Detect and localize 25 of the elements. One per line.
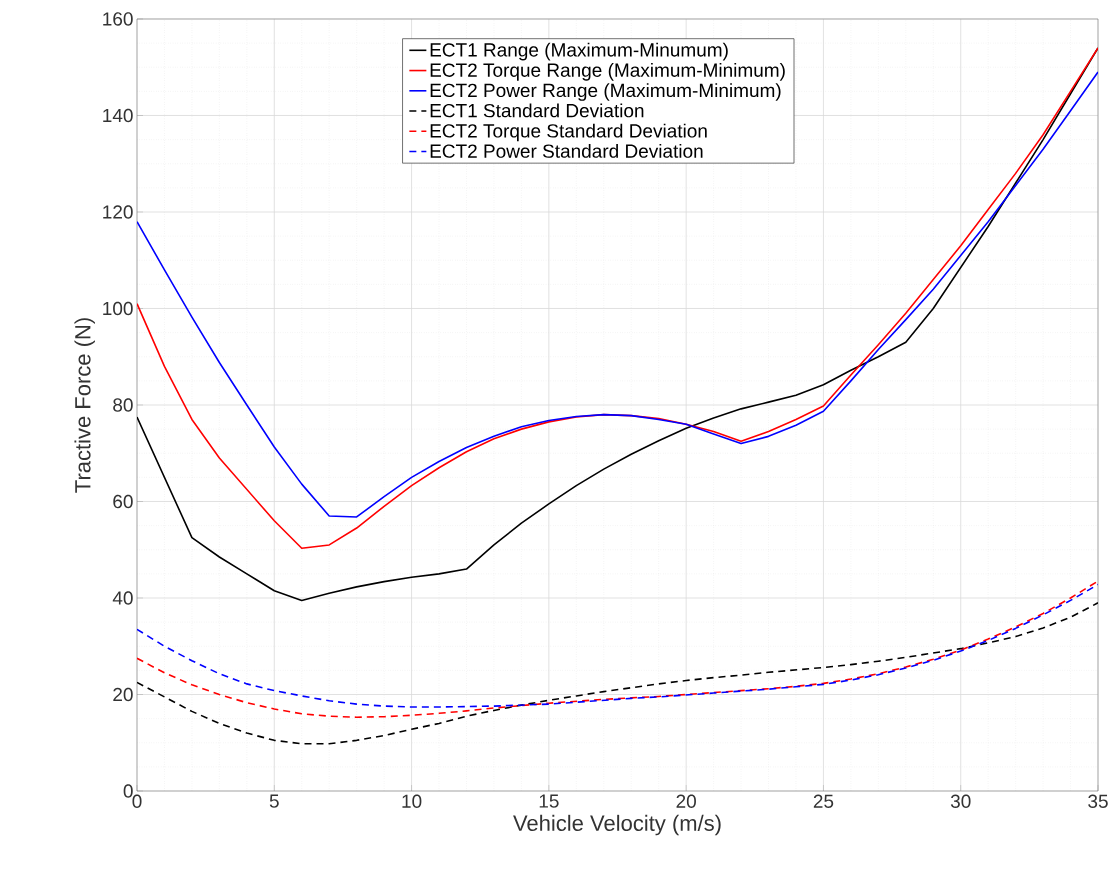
x-tick-label: 20 (676, 794, 696, 808)
y-tick-label: 40 (112, 591, 133, 605)
y-tick-label: 60 (113, 494, 133, 509)
x-tick-label: 0 (132, 794, 142, 808)
legend-label: ECT2 Power Range (Maximum-Minimum) (430, 83, 781, 101)
legend-label: ECT2 Power Standard Deviation (430, 143, 703, 158)
x-tick-label: 15 (539, 794, 559, 808)
x-tick-label: 10 (402, 794, 422, 808)
x-tick-label: 5 (269, 794, 279, 808)
legend-label: ECT2 Torque Standard Deviation (430, 123, 707, 142)
y-tick-label: 80 (113, 398, 133, 412)
x-tick-label: 25 (813, 794, 834, 808)
x-axis-title: Vehicle Velocity (m/s) (513, 814, 721, 836)
x-tick-label: 35 (1088, 794, 1108, 808)
legend-label: ECT1 Range (Maximum-Minumum) (430, 42, 728, 61)
legend-label: ECT1 Standard Deviation (430, 103, 644, 118)
x-tick-label: 30 (950, 794, 971, 808)
y-tick-label: 100 (103, 301, 133, 316)
y-tick-label: 120 (103, 205, 133, 219)
y-tick-label: 0 (123, 784, 133, 798)
y-tick-label: 160 (103, 12, 133, 26)
legend-label: ECT2 Torque Range (Maximum-Minimum) (430, 62, 785, 81)
y-tick-label: 20 (113, 687, 133, 702)
y-tick-label: 140 (103, 108, 133, 123)
y-axis-title: Tractive Force (N) (74, 318, 95, 493)
